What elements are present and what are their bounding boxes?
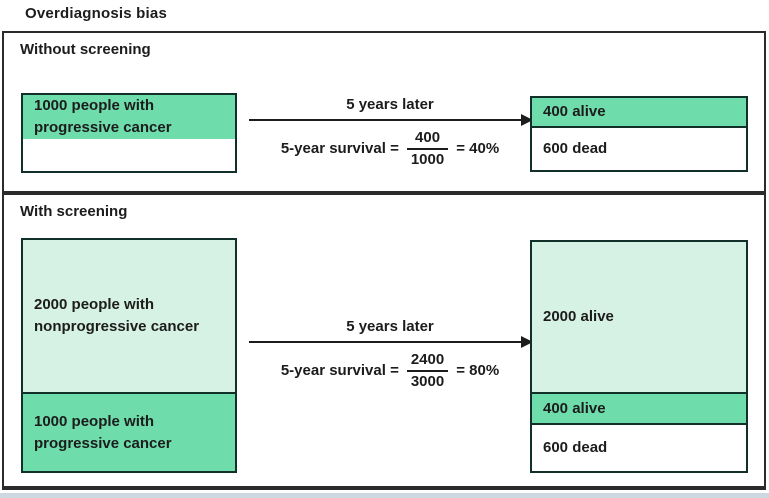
segment-label: 600 dead bbox=[543, 439, 608, 457]
right-arrow bbox=[249, 114, 533, 126]
figure-title: Overdiagnosis bias bbox=[25, 5, 167, 22]
box-segment-alive: 400 alive bbox=[532, 392, 746, 423]
panel-with-screening: With screening 2000 people with nonprogr… bbox=[2, 193, 766, 490]
segment-label: 2000 alive bbox=[543, 308, 614, 326]
population-box-with-screening: 2000 people with nonprogressive cancer 1… bbox=[21, 238, 237, 473]
box-segment-alive-nonprogressive: 2000 alive bbox=[532, 242, 746, 392]
bottom-edge-strip bbox=[0, 493, 769, 498]
equation-result: = 80% bbox=[456, 362, 500, 379]
population-box-without-screening: 1000 people with progressive cancer bbox=[21, 93, 237, 173]
segment-label: 1000 people with progressive cancer bbox=[34, 97, 172, 136]
fraction-denominator: 3000 bbox=[410, 373, 445, 390]
survival-equation: 5-year survival = 2400 3000 = 80% bbox=[281, 350, 499, 391]
arrow-label: 5 years later bbox=[346, 96, 434, 113]
equation-lhs: 5-year survival = bbox=[280, 140, 399, 157]
equation-lhs: 5-year survival = bbox=[280, 362, 399, 379]
box-segment-dead: 600 dead bbox=[532, 126, 746, 170]
segment-label: 1000 people with progressive cancer bbox=[34, 412, 172, 452]
arrow-label: 5 years later bbox=[346, 318, 434, 335]
segment-label: 400 alive bbox=[543, 103, 606, 121]
fraction-numerator: 2400 bbox=[406, 350, 449, 372]
box-segment-nonprogressive-cancer: 2000 people with nonprogressive cancer bbox=[23, 240, 235, 392]
fraction-numerator: 400 bbox=[406, 128, 449, 150]
fraction: 400 1000 bbox=[406, 128, 449, 169]
equation-result: = 40% bbox=[456, 140, 500, 157]
segment-label: 2000 people with nonprogressive cancer bbox=[34, 296, 200, 335]
right-arrow bbox=[249, 336, 533, 348]
outcome-box-with-screening: 2000 alive 400 alive 600 dead bbox=[530, 240, 748, 473]
fraction-denominator: 1000 bbox=[410, 151, 445, 168]
fraction: 2400 3000 bbox=[406, 350, 449, 391]
survival-equation: 5-year survival = 400 1000 = 40% bbox=[281, 128, 499, 169]
box-segment-dead: 600 dead bbox=[532, 423, 746, 471]
flow-with-screening: 5 years later 5-year survival = 2400 300… bbox=[249, 317, 533, 391]
box-segment-alive: 400 alive bbox=[532, 98, 746, 126]
segment-label: 400 alive bbox=[543, 399, 606, 417]
segment-label: 600 dead bbox=[543, 140, 608, 158]
panel-label: Without screening bbox=[20, 41, 151, 58]
flow-without-screening: 5 years later 5-year survival = 400 1000… bbox=[249, 95, 533, 169]
panel-without-screening: Without screening 1000 people with progr… bbox=[2, 31, 766, 193]
panel-label: With screening bbox=[20, 203, 128, 220]
box-segment-progressive-cancer: 1000 people with progressive cancer bbox=[23, 392, 235, 471]
outcome-box-without-screening: 400 alive 600 dead bbox=[530, 96, 748, 172]
box-segment-progressive-cancer: 1000 people with progressive cancer bbox=[23, 95, 235, 139]
